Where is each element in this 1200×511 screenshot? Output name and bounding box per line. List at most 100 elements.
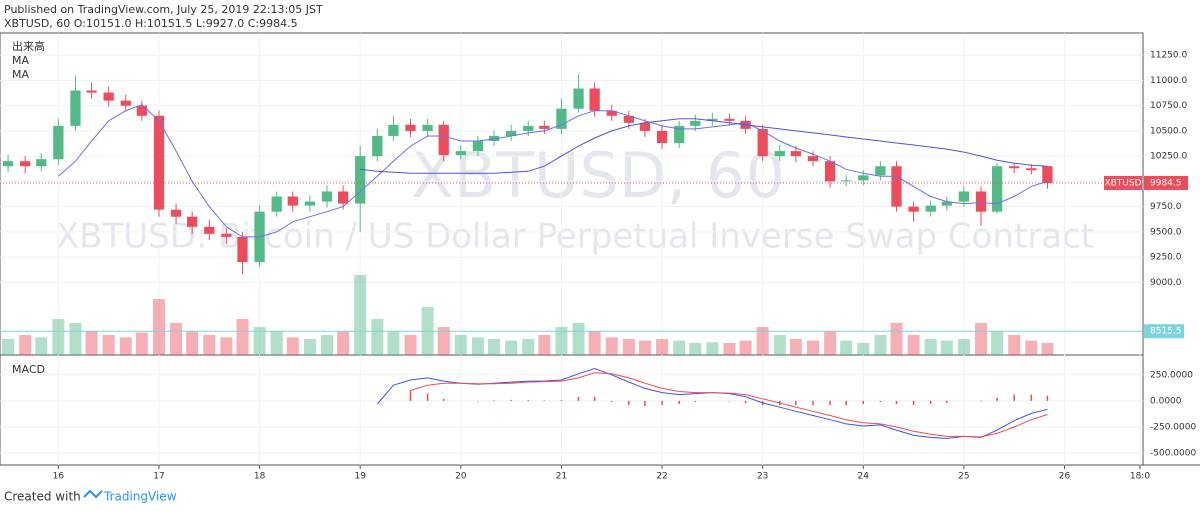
volume-bar <box>638 340 651 355</box>
x-tick-label: 20 <box>455 472 467 482</box>
volume-bar <box>19 335 32 355</box>
candle-body <box>1009 166 1020 169</box>
volume-bar <box>706 342 719 355</box>
y-tick-label: 10500.0 <box>1150 126 1187 136</box>
volume-bar <box>102 335 115 355</box>
volume-bar <box>1008 335 1021 355</box>
volume-bar <box>85 331 98 355</box>
candle-body <box>991 166 1003 212</box>
volume-bar <box>220 337 233 355</box>
candle-body <box>36 159 47 167</box>
candle-body <box>908 206 919 212</box>
candle-body <box>103 92 114 101</box>
volume-bar <box>253 327 266 355</box>
volume-bar <box>907 335 920 355</box>
candle-body <box>136 105 148 116</box>
volume-bar <box>789 339 802 355</box>
volume-bar <box>1025 340 1038 355</box>
candle-body <box>20 161 31 167</box>
y-tick-label: 11250.0 <box>1150 51 1187 61</box>
x-tick-label: 21 <box>556 472 567 482</box>
candle-body <box>1026 168 1037 171</box>
y-tick-label: 10250.0 <box>1150 152 1187 162</box>
x-tick-label: 18 <box>254 472 266 482</box>
y-tick-label: 9000.0 <box>1150 278 1182 288</box>
volume-bar <box>454 335 467 355</box>
volume-bar <box>940 340 953 355</box>
candle-body <box>120 100 131 106</box>
price-tag-label: 9984.5 <box>1150 178 1182 188</box>
candle-body <box>505 130 517 136</box>
volume-bar <box>572 323 585 355</box>
candle-body <box>187 216 198 227</box>
volume-bar <box>1041 343 1054 355</box>
volume-bar <box>522 339 535 355</box>
x-tick-label: 22 <box>656 472 667 482</box>
volume-bar <box>286 337 299 355</box>
axis-labels: 9000.09250.09500.09750.010000.010250.010… <box>53 51 1197 482</box>
candle-body <box>321 191 333 202</box>
hline-label: 8515.5 <box>1150 327 1182 337</box>
macd-line <box>376 367 1048 440</box>
volume-bar <box>689 343 702 355</box>
footer: Created with <box>4 490 81 504</box>
x-tick-label: 25 <box>958 472 969 482</box>
volume-bar <box>975 323 987 355</box>
volume-bar <box>723 343 736 355</box>
candle-body <box>975 191 987 212</box>
candle-body <box>438 124 449 156</box>
volume-bar <box>152 299 165 355</box>
candle-body <box>639 122 651 131</box>
symbol-tag-label: XBTUSD <box>1104 178 1141 188</box>
x-tick-label: 18:0 <box>1130 472 1150 482</box>
candle-body <box>589 88 600 111</box>
brand: TradingView <box>103 490 177 504</box>
candle-body <box>86 90 97 93</box>
candle-body <box>2 161 14 167</box>
candle-body <box>757 128 768 157</box>
volume-bar <box>756 327 769 355</box>
candle-body <box>941 201 952 206</box>
volume-bar <box>806 340 819 355</box>
y-tick-label: 11000.0 <box>1150 76 1187 86</box>
published: Published on TradingView.com, July 25, 2… <box>4 3 323 16</box>
y-tick-label: 9750.0 <box>1150 202 1182 212</box>
volume-bar <box>488 339 501 355</box>
volume-bar <box>957 339 970 355</box>
macd-title: MACD <box>12 363 45 376</box>
candle-body <box>724 118 735 121</box>
watermark: XBTUSD, 60 <box>411 139 785 212</box>
candle-body <box>287 196 298 206</box>
macd-tick-label: -250.0000 <box>1150 423 1196 433</box>
macd-tick-label: 250.0000 <box>1150 370 1193 380</box>
candle-body <box>237 236 248 263</box>
candle-body <box>153 115 165 210</box>
candle-body <box>790 151 802 157</box>
candle-body <box>488 135 500 142</box>
candle-body <box>556 108 567 129</box>
symbol-tag <box>1104 175 1142 190</box>
candle-body <box>958 191 970 202</box>
ma-line <box>58 104 1048 238</box>
candle-body <box>337 191 349 204</box>
candle-body <box>573 88 584 109</box>
volume-bar <box>605 337 618 355</box>
volume-bar <box>874 335 887 355</box>
macd-tick-label: -500.0000 <box>1150 449 1196 459</box>
volume-bar <box>437 327 450 355</box>
candle-body <box>674 125 685 144</box>
x-tick-label: 24 <box>858 472 870 482</box>
legend-ma: MA <box>12 54 29 67</box>
candle-body <box>372 135 383 157</box>
volume-bar <box>773 335 786 355</box>
volume-bar <box>824 331 837 355</box>
candle-body <box>824 161 836 182</box>
volume-bar <box>303 339 316 355</box>
legend-ma: MA <box>12 68 29 81</box>
volume-bar <box>588 331 601 355</box>
x-tick-label: 16 <box>53 472 65 482</box>
volume-bar <box>52 319 65 355</box>
volume-bar <box>840 340 853 355</box>
candle-body <box>70 90 81 126</box>
volume-bar <box>857 343 870 355</box>
